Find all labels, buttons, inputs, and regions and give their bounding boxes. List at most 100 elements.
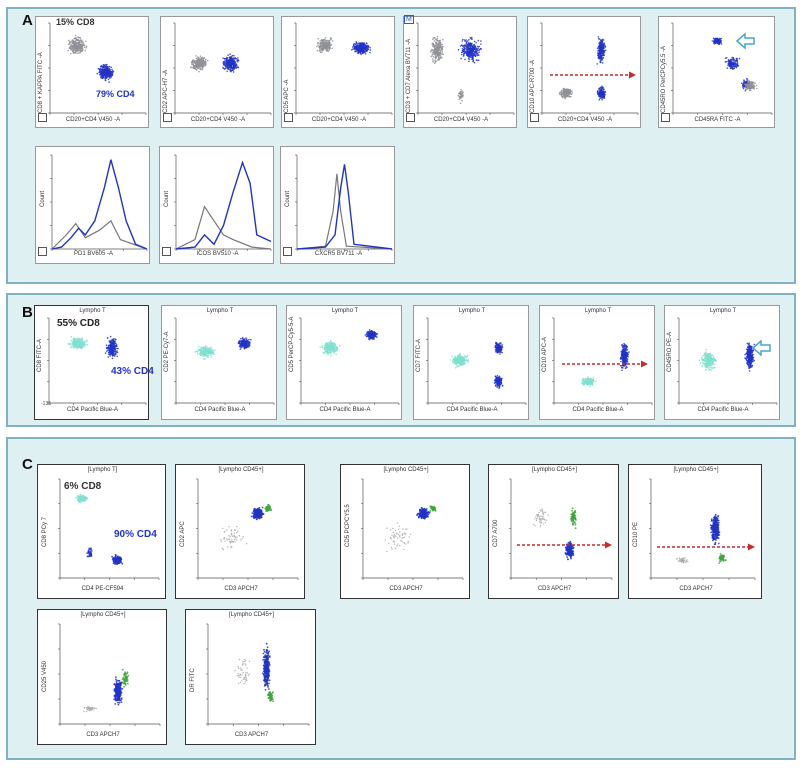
event-dot <box>237 66 239 68</box>
event-dot <box>472 60 475 62</box>
event-dot <box>86 339 88 341</box>
event-dot <box>602 39 605 41</box>
event-dot <box>233 54 235 57</box>
histogram-sample <box>175 160 272 250</box>
event-cloud <box>558 87 573 100</box>
gate-corner-box <box>38 247 47 256</box>
event-dot <box>359 51 362 54</box>
event-dot <box>83 344 85 347</box>
event-dot <box>104 66 106 69</box>
event-dot <box>105 344 108 346</box>
event-dot <box>320 39 323 42</box>
y-axis-label: CD45RO PerCPCy5.5 -A <box>661 45 667 113</box>
event-dot <box>202 58 204 61</box>
event-dot <box>209 354 212 357</box>
event-dot <box>204 353 206 356</box>
event-dot <box>718 40 721 42</box>
event-dot <box>84 343 87 346</box>
event-dot <box>78 341 81 344</box>
event-dot <box>68 47 71 49</box>
event-dot <box>742 83 745 85</box>
event-dot <box>463 355 466 357</box>
event-dot <box>470 47 473 50</box>
histogram-control <box>296 173 393 250</box>
event-dot <box>70 335 73 338</box>
event-dot <box>195 55 197 57</box>
event-dot <box>460 362 463 365</box>
event-dot <box>321 346 323 348</box>
event-dot <box>198 349 201 352</box>
event-dot <box>110 74 113 77</box>
event-dot <box>241 336 244 339</box>
event-dot <box>367 332 370 335</box>
event-dot <box>749 82 751 85</box>
event-dot <box>205 351 208 354</box>
scatter-plot: CD10 APC-R700 -A CD20+CD4 V450 -A <box>527 16 641 128</box>
event-dot <box>368 329 371 331</box>
histogram-sample <box>51 159 148 250</box>
event-dot <box>460 57 462 60</box>
plot-canvas <box>299 317 400 405</box>
scatter-plot: M CD3 + CD7 Alexa BV711 -A CD20+CD4 V450 -… <box>403 15 517 128</box>
event-dot <box>751 82 753 84</box>
event-dot <box>478 51 480 53</box>
event-dot <box>201 349 204 352</box>
event-dot <box>229 66 231 68</box>
gate-corner-box <box>661 113 670 122</box>
event-dot <box>199 65 201 67</box>
event-dot <box>325 346 327 349</box>
event-dot <box>437 58 440 61</box>
event-dot <box>229 53 231 55</box>
event-dot <box>371 330 374 333</box>
event-dot <box>85 45 88 48</box>
event-cloud <box>194 345 216 361</box>
event-dot <box>442 38 444 41</box>
event-dot <box>756 87 758 90</box>
m-badge: M <box>404 15 414 24</box>
event-dot <box>84 340 86 343</box>
event-dot <box>476 48 478 50</box>
event-dot <box>78 41 81 43</box>
event-dot <box>197 56 199 58</box>
event-dot <box>501 351 503 354</box>
event-dot <box>336 349 338 352</box>
event-dot <box>437 53 440 56</box>
event-dot <box>361 43 364 45</box>
event-dot <box>328 39 331 42</box>
event-dot <box>85 47 87 49</box>
event-dot <box>223 61 225 64</box>
event-dot <box>599 51 601 54</box>
event-dot <box>357 42 360 45</box>
event-dot <box>602 44 604 47</box>
event-dot <box>206 352 209 354</box>
event-dot <box>471 58 473 61</box>
event-dot <box>206 59 209 62</box>
event-dot <box>440 57 443 59</box>
event-dot <box>462 51 465 53</box>
event-dot <box>85 40 87 43</box>
event-dot <box>724 61 727 63</box>
event-dot <box>69 45 71 48</box>
event-dot <box>439 44 442 46</box>
event-dot <box>599 95 601 98</box>
event-dot <box>81 337 83 339</box>
event-dot <box>603 88 605 90</box>
event-dot <box>477 39 480 42</box>
event-dot <box>76 343 79 346</box>
event-dot <box>471 48 474 50</box>
event-dot <box>247 341 249 343</box>
scatter-plot: CD5 APC -A CD20+CD4 V450 -A <box>281 16 395 128</box>
plot-canvas <box>295 154 393 251</box>
event-dot <box>602 57 605 59</box>
event-dot <box>469 55 471 57</box>
event-dot <box>326 39 329 42</box>
event-dot <box>371 338 374 340</box>
event-dot <box>598 45 601 48</box>
event-dot <box>77 45 80 48</box>
event-dot <box>461 359 464 362</box>
event-dot <box>112 339 114 342</box>
event-dot <box>601 59 604 61</box>
event-dot <box>82 41 84 43</box>
event-dot <box>752 87 755 89</box>
event-dot <box>467 359 469 362</box>
